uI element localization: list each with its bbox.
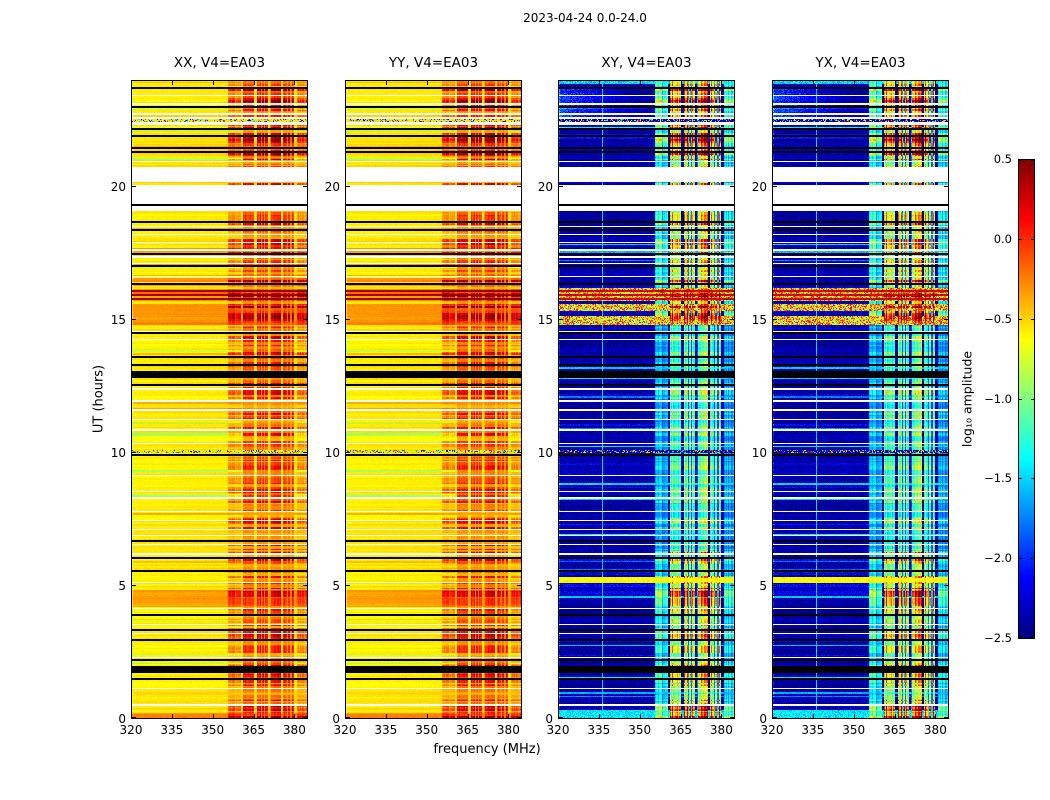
y-tick-label: 10 — [324, 445, 340, 460]
x-tick-label: 365 — [456, 723, 479, 737]
y-tick-label: 15 — [324, 312, 340, 327]
y-axis-label: UT (hours) — [91, 364, 107, 434]
panel-title-xx: XX, V4=EA03 — [173, 55, 266, 71]
y-tick-label: 0 — [759, 712, 767, 726]
x-tick-label: 350 — [628, 723, 652, 737]
y-tick-label: 5 — [759, 578, 767, 593]
y-tick-label: 5 — [545, 578, 553, 593]
y-tick-label: 20 — [537, 179, 553, 194]
x-tick-label: 350 — [201, 723, 225, 737]
y-tick-label: 15 — [751, 312, 767, 327]
colorbar-tick-label: −0.5 — [984, 311, 1012, 326]
panel-title-yx: YX, V4=EA03 — [815, 55, 906, 71]
x-tick-label: 380 — [923, 723, 947, 737]
y-tick-label: 10 — [110, 445, 126, 460]
y-tick-label: 10 — [751, 445, 767, 460]
y-tick-label: 20 — [751, 179, 767, 194]
heatmap-xy-panel — [558, 80, 735, 719]
y-tick-label: 5 — [332, 578, 340, 593]
x-tick-label: 320 — [760, 723, 784, 737]
y-tick-label: 15 — [110, 312, 126, 327]
x-tick-label: 335 — [374, 723, 398, 737]
y-tick-label: 0 — [545, 712, 553, 726]
y-tick-label: 15 — [537, 312, 553, 327]
heatmap-xx-panel — [131, 80, 308, 719]
y-tick-label: 10 — [537, 445, 553, 460]
colorbar-tick-label: 0.5 — [993, 152, 1012, 166]
colorbar-tick-label: −2.0 — [984, 551, 1012, 566]
x-tick-label: 350 — [842, 723, 866, 737]
panel-title-xy: XY, V4=EA03 — [601, 55, 692, 71]
heatmap-yy-panel — [345, 80, 522, 719]
colorbar-label: log₁₀ amplitude — [959, 350, 975, 448]
y-tick-label: 0 — [332, 712, 340, 726]
x-tick-label: 380 — [709, 723, 733, 737]
x-tick-label: 335 — [801, 723, 825, 737]
colorbar-tick-label: −1.5 — [984, 471, 1012, 486]
colorbar-tick-label: −2.5 — [984, 631, 1012, 645]
panel-title-yy: YY, V4=EA03 — [388, 55, 479, 71]
heatmap-yx-panel — [772, 80, 949, 719]
y-tick-label: 20 — [110, 179, 126, 194]
x-tick-label: 320 — [333, 723, 357, 737]
x-tick-label: 380 — [282, 723, 306, 737]
x-tick-label: 365 — [883, 723, 906, 737]
x-tick-label: 365 — [669, 723, 692, 737]
figure-title: 2023-04-24 0.0-24.0 — [523, 11, 647, 25]
x-tick-label: 335 — [160, 723, 184, 737]
colorbar-gradient — [1018, 159, 1035, 639]
x-tick-label: 350 — [415, 723, 439, 737]
x-tick-label: 320 — [546, 723, 570, 737]
x-axis-label: frequency (MHz) — [433, 742, 541, 757]
x-tick-label: 320 — [119, 723, 143, 737]
colorbar-tick-label: 0.0 — [993, 231, 1012, 246]
y-tick-label: 5 — [118, 578, 126, 593]
y-tick-label: 0 — [118, 712, 126, 726]
x-tick-label: 335 — [587, 723, 611, 737]
x-tick-label: 380 — [496, 723, 520, 737]
x-tick-label: 365 — [242, 723, 265, 737]
y-tick-label: 20 — [324, 179, 340, 194]
colorbar-tick-label: −1.0 — [984, 391, 1012, 406]
